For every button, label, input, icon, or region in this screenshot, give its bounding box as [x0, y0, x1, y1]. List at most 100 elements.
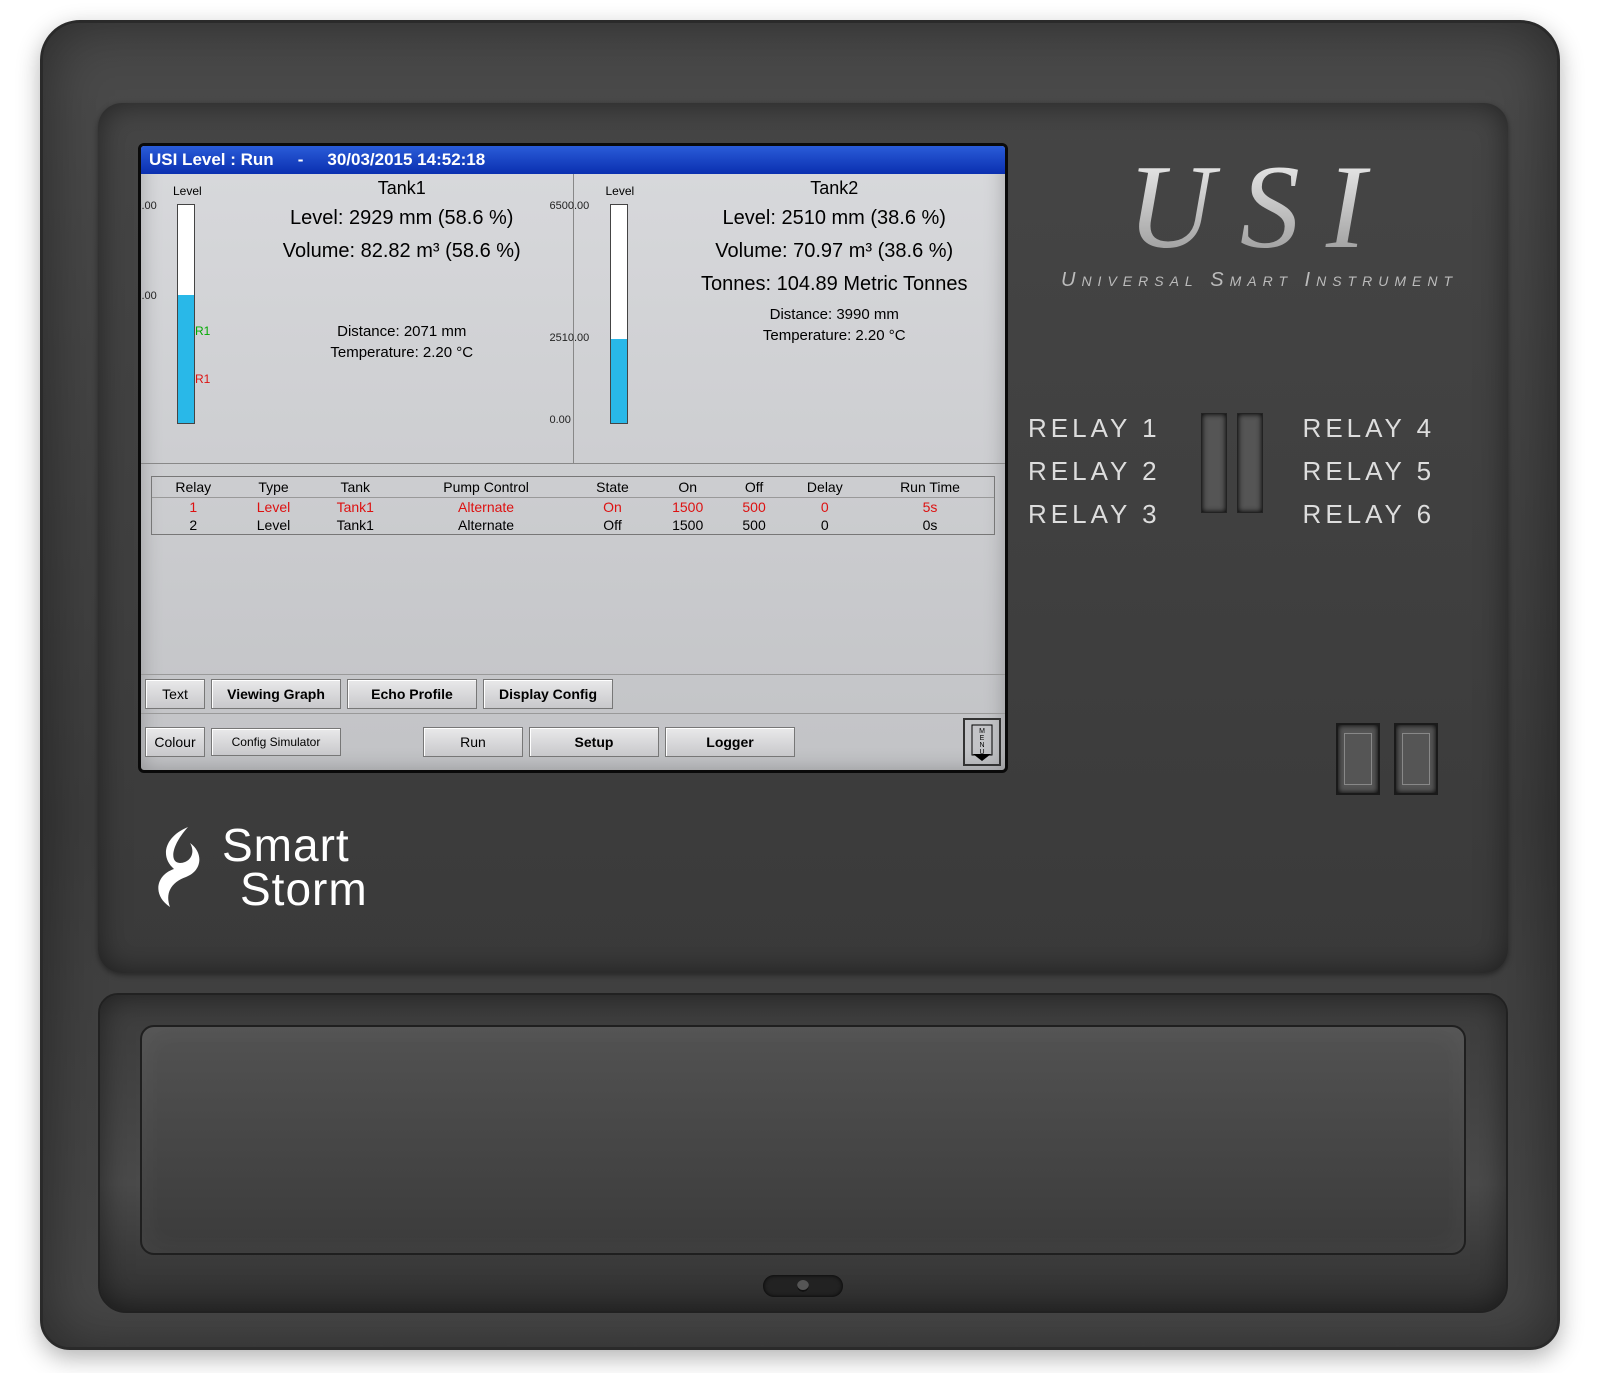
- title-datetime: 30/03/2015 14:52:18: [327, 146, 485, 174]
- relay-label: RELAY 4: [1303, 413, 1436, 444]
- button-area: Text Viewing Graph Echo Profile Display …: [141, 674, 1005, 770]
- tank2-gauge-fill: [611, 339, 627, 423]
- relay-cell: 1500: [651, 498, 725, 517]
- run-button[interactable]: Run: [423, 727, 523, 757]
- tank1-temperature: Temperature: 2.20 °C: [231, 344, 573, 361]
- usb-port-1[interactable]: [1336, 723, 1380, 795]
- relay-leds: [1201, 413, 1263, 530]
- lid-latch[interactable]: [763, 1275, 843, 1297]
- tank2-volume: Volume: 70.97 m³ (38.6 %): [664, 240, 1006, 263]
- smartstorm-logo-icon: [146, 823, 206, 913]
- tank2-gauge-label: Level: [606, 184, 635, 198]
- tank1-gauge: Level 5000.00 2929.00 0.00 R1 R1: [155, 204, 195, 424]
- tank2-tonnes: Tonnes: 104.89 Metric Tonnes: [664, 273, 1006, 296]
- relay-led-bank-1: [1201, 413, 1227, 513]
- tank1-gauge-label: Level: [173, 184, 202, 198]
- relay-cell: 5s: [866, 498, 994, 517]
- usb-port-2[interactable]: [1394, 723, 1438, 795]
- menu-down-arrow-icon: M E N U: [969, 723, 995, 761]
- relay-table: RelayTypeTankPump ControlStateOnOffDelay…: [151, 476, 995, 535]
- tank1-gauge-fill: [178, 295, 194, 423]
- smartstorm-line2: Storm: [222, 868, 368, 912]
- usi-logo-text: USI: [1061, 153, 1458, 261]
- text-button[interactable]: Text: [145, 679, 205, 709]
- svg-text:N: N: [979, 742, 984, 749]
- usi-brand: USI Universal Smart Instrument: [1061, 153, 1458, 292]
- config-simulator-button[interactable]: Config Simulator: [211, 728, 341, 756]
- lid-panel: [140, 1025, 1466, 1255]
- display-config-button[interactable]: Display Config: [483, 679, 613, 709]
- relay-table-header: RelayTypeTankPump ControlStateOnOffDelay…: [152, 477, 994, 498]
- tank1-gauge-max: 5000.00: [138, 200, 157, 212]
- relay-label: RELAY 5: [1303, 456, 1436, 487]
- tank2-gauge-mid: 2510.00: [550, 332, 590, 344]
- relay-header-cell: Pump Control: [398, 477, 574, 498]
- tank2-title: Tank2: [664, 178, 1006, 199]
- relay-cell: 1: [152, 498, 234, 517]
- relay-header-cell: Relay: [152, 477, 234, 498]
- relay-cell: Tank1: [313, 498, 398, 517]
- tank1-title: Tank1: [231, 178, 573, 199]
- tank2-level: Level: 2510 mm (38.6 %): [664, 207, 1006, 230]
- relay-label: RELAY 1: [1028, 413, 1161, 444]
- relay-cell: Level: [234, 498, 312, 517]
- setup-button[interactable]: Setup: [529, 727, 659, 757]
- tank1-level: Level: 2929 mm (58.6 %): [231, 207, 573, 230]
- tank1-r1-top: R1: [195, 324, 210, 338]
- tank1-panel: Level 5000.00 2929.00 0.00 R1 R1 Tank1 L…: [141, 174, 573, 463]
- relay-cell: 0s: [866, 516, 994, 534]
- relay-cell: 2: [152, 516, 234, 534]
- svg-text:E: E: [980, 735, 985, 742]
- relay-header-cell: Type: [234, 477, 312, 498]
- relay-cell: Tank1: [313, 516, 398, 534]
- usi-subtitle: Universal Smart Instrument: [1061, 269, 1458, 292]
- relay-header-cell: On: [651, 477, 725, 498]
- relay-label: RELAY 3: [1028, 499, 1161, 530]
- usb-ports: [1336, 723, 1438, 795]
- relay-header-cell: Off: [725, 477, 784, 498]
- tank1-r1-bot: R1: [195, 372, 210, 386]
- relay-header-cell: Delay: [784, 477, 866, 498]
- tank2-panel: Level 6500.00 2510.00 0.00 Tank2 Level: …: [573, 174, 1006, 463]
- logger-button[interactable]: Logger: [665, 727, 795, 757]
- button-row-2: Colour Config Simulator Run Setup Logger…: [141, 713, 1005, 770]
- relay-header-cell: State: [574, 477, 651, 498]
- relay-led-bank-2: [1237, 413, 1263, 513]
- relay-cell: Level: [234, 516, 312, 534]
- menu-arrow-button[interactable]: M E N U: [963, 718, 1001, 766]
- viewing-graph-button[interactable]: Viewing Graph: [211, 679, 341, 709]
- relay-row: 1LevelTank1AlternateOn150050005s: [152, 498, 994, 517]
- relay-cell: On: [574, 498, 651, 517]
- colour-button[interactable]: Colour: [145, 727, 205, 757]
- tank2-gauge-max: 6500.00: [550, 200, 590, 212]
- relay-label: RELAY 6: [1303, 499, 1436, 530]
- relay-header-cell: Tank: [313, 477, 398, 498]
- relay-cell: 500: [725, 516, 784, 534]
- tank2-temperature: Temperature: 2.20 °C: [664, 327, 1006, 344]
- relay-cell: 0: [784, 498, 866, 517]
- frontplate: USI Level : Run - 30/03/2015 14:52:18 Le…: [98, 103, 1508, 973]
- title-sep: -: [298, 146, 304, 174]
- relay-cell: Off: [574, 516, 651, 534]
- tank1-gauge-mid: 2929.00: [138, 290, 157, 302]
- window-titlebar: USI Level : Run - 30/03/2015 14:52:18: [141, 146, 1005, 174]
- tank-panels: Level 5000.00 2929.00 0.00 R1 R1 Tank1 L…: [141, 174, 1005, 464]
- relay-header-cell: Run Time: [866, 477, 994, 498]
- relay-label: RELAY 2: [1028, 456, 1161, 487]
- lcd-screen: USI Level : Run - 30/03/2015 14:52:18 Le…: [138, 143, 1008, 773]
- app-title: USI Level : Run: [149, 146, 274, 174]
- smartstorm-logo: Smart Storm: [146, 823, 368, 913]
- relay-cell: 500: [725, 498, 784, 517]
- relay-cell: 0: [784, 516, 866, 534]
- relay-cell: 1500: [651, 516, 725, 534]
- relay-labels-left: RELAY 1 RELAY 2 RELAY 3: [1028, 413, 1161, 530]
- svg-text:M: M: [979, 728, 985, 735]
- relay-cell: Alternate: [398, 516, 574, 534]
- tank1-distance: Distance: 2071 mm: [231, 323, 573, 340]
- relay-cell: Alternate: [398, 498, 574, 517]
- tank2-gauge: Level 6500.00 2510.00 0.00: [588, 204, 628, 424]
- echo-profile-button[interactable]: Echo Profile: [347, 679, 477, 709]
- device-enclosure: USI Level : Run - 30/03/2015 14:52:18 Le…: [40, 20, 1560, 1350]
- tank2-distance: Distance: 3990 mm: [664, 306, 1006, 323]
- relay-indicator-area: RELAY 1 RELAY 2 RELAY 3 RELAY 4 RELAY 5 RELA…: [1028, 413, 1458, 530]
